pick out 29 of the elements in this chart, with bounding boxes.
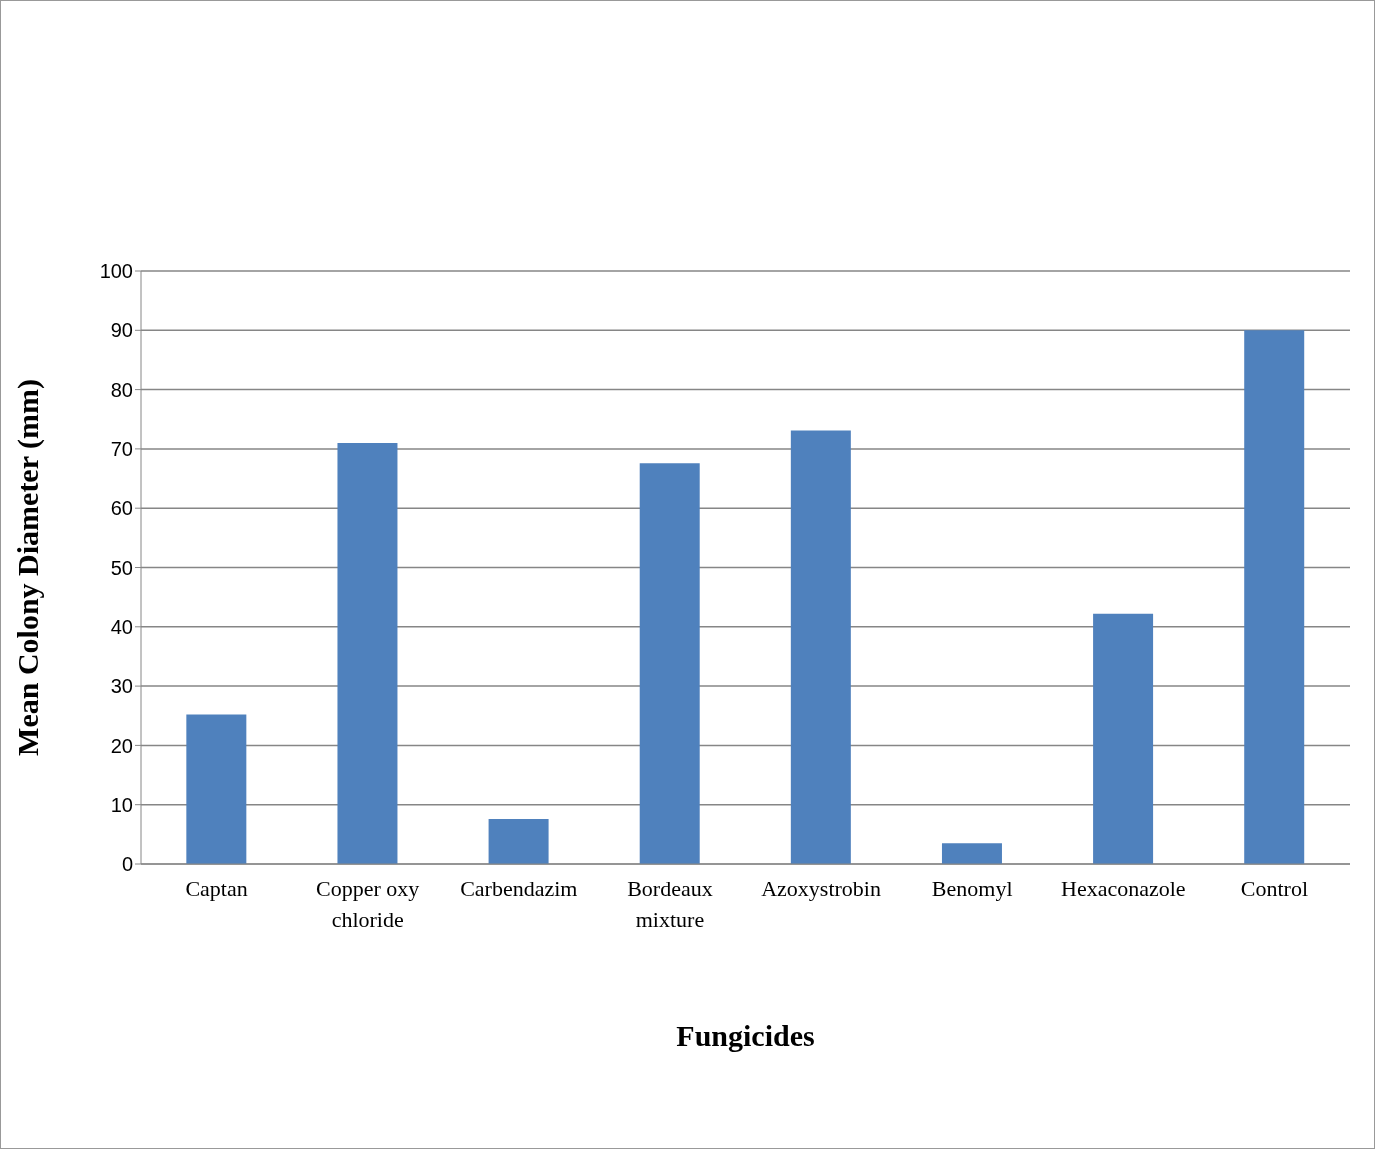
y-tick-label: 10 xyxy=(110,793,133,816)
y-tick-label: 100 xyxy=(99,260,133,283)
y-tick-label: 90 xyxy=(110,319,133,342)
y-tick-label: 50 xyxy=(110,556,133,579)
y-tick-label: 20 xyxy=(110,734,133,757)
x-tick-label: Hexaconazole xyxy=(1061,876,1186,901)
bar xyxy=(639,463,700,864)
x-tick-label: Copper oxy chloride xyxy=(316,876,420,932)
y-tick-label: 70 xyxy=(110,438,133,460)
x-tick-label: Bordeaux mixture xyxy=(627,876,713,932)
y-axis-title: Mean Colony Diameter (mm) xyxy=(10,379,45,756)
bar xyxy=(941,843,1002,864)
x-tick-label: Carbendazim xyxy=(460,876,578,901)
x-tick-label: Captan xyxy=(185,876,248,901)
x-tick-label: Benomyl xyxy=(931,876,1013,901)
y-tick-label: 60 xyxy=(110,497,133,520)
bar xyxy=(488,818,549,864)
x-tick-label: Control xyxy=(1240,876,1309,901)
bar xyxy=(790,430,851,864)
y-tick-label: 0 xyxy=(121,853,133,876)
y-tick-label: 80 xyxy=(110,378,133,401)
x-axis-title: Fungicides xyxy=(676,1019,815,1052)
bar xyxy=(186,714,247,864)
x-tick-label: Azoxystrobin xyxy=(761,876,881,901)
y-tick-label: 30 xyxy=(110,675,133,698)
bar xyxy=(1093,613,1154,864)
y-tick-label: 40 xyxy=(110,615,133,638)
bar xyxy=(337,442,398,864)
bar xyxy=(1244,330,1305,864)
